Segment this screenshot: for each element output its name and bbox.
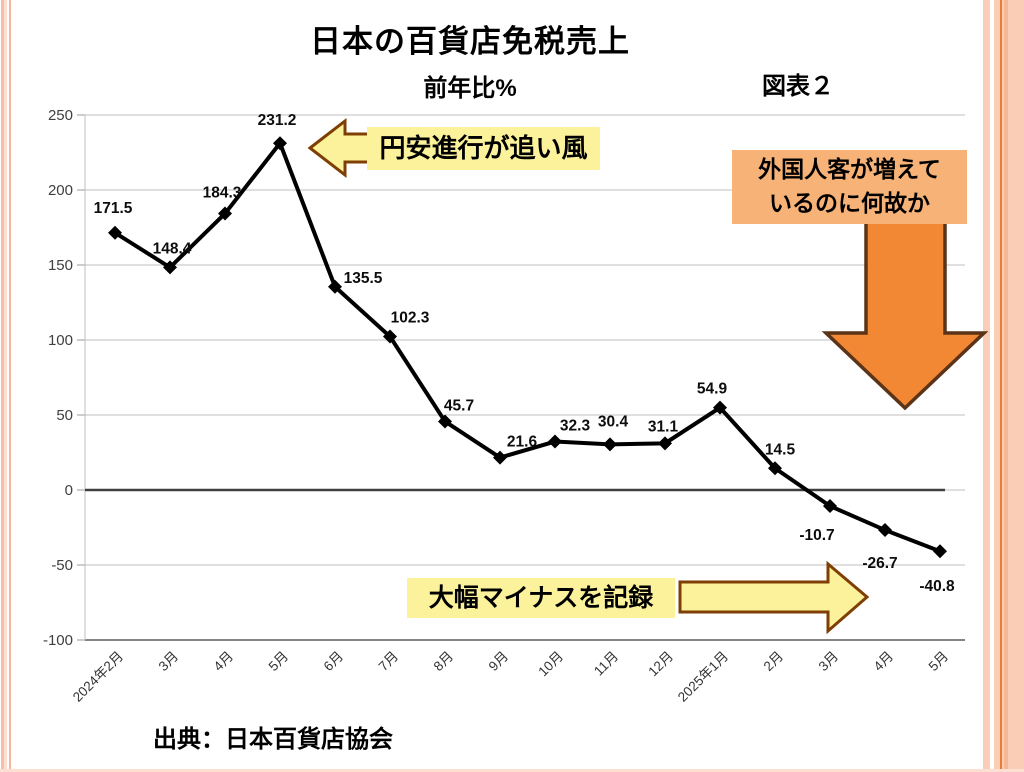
svg-text:6月: 6月 (321, 649, 346, 674)
right-border-decoration (983, 0, 990, 772)
svg-text:171.5: 171.5 (94, 200, 133, 217)
svg-text:-100: -100 (43, 632, 73, 649)
svg-text:-50: -50 (51, 557, 73, 574)
svg-text:3月: 3月 (156, 649, 181, 674)
left-border-decoration (4, 0, 7, 772)
right-border-decoration (1000, 0, 1002, 772)
bottom-border-decoration (0, 769, 1024, 772)
svg-text:135.5: 135.5 (344, 270, 383, 287)
figure-number-label: 図表２ (762, 73, 834, 100)
svg-text:102.3: 102.3 (391, 310, 430, 327)
svg-text:100: 100 (48, 332, 73, 349)
svg-text:21.6: 21.6 (507, 434, 538, 451)
svg-text:250: 250 (48, 107, 73, 124)
svg-text:45.7: 45.7 (444, 397, 474, 414)
svg-text:30.4: 30.4 (598, 413, 629, 430)
callout-big-minus: 大幅マイナスを記録 (407, 578, 675, 618)
source-note: 出典：日本百貨店協会 (153, 726, 393, 753)
svg-text:5月: 5月 (266, 649, 291, 674)
svg-text:184.3: 184.3 (203, 185, 242, 202)
right-border-decoration (994, 0, 1000, 772)
svg-text:14.5: 14.5 (765, 441, 796, 458)
callout-foreign-visitors-line2: いるのに何故か (769, 190, 930, 216)
svg-text:4月: 4月 (211, 649, 236, 674)
svg-text:32.3: 32.3 (560, 418, 591, 435)
y-axis-unit-label: 前年比% (423, 75, 517, 102)
svg-text:0: 0 (65, 482, 73, 499)
svg-text:200: 200 (48, 182, 73, 199)
svg-text:-10.7: -10.7 (799, 527, 834, 544)
svg-text:11月: 11月 (591, 649, 621, 679)
right-border-decoration (1004, 0, 1008, 772)
callout-foreign-visitors-line1: 外国人客が増えて (758, 156, 941, 182)
svg-text:8月: 8月 (431, 649, 456, 674)
svg-text:2024年2月: 2024年2月 (70, 649, 126, 705)
svg-text:2月: 2月 (761, 649, 786, 674)
svg-text:150: 150 (48, 257, 73, 274)
svg-text:5月: 5月 (926, 649, 951, 674)
svg-text:10月: 10月 (535, 649, 566, 680)
svg-text:7月: 7月 (376, 649, 401, 674)
svg-text:12月: 12月 (645, 649, 676, 680)
callout-yen-depreciation: 円安進行が追い風 (367, 127, 600, 170)
svg-text:-26.7: -26.7 (862, 555, 897, 572)
svg-text:231.2: 231.2 (258, 112, 297, 129)
svg-text:4月: 4月 (871, 649, 896, 674)
callout-foreign-visitors: 外国人客が増えて いるのに何故か (732, 150, 967, 224)
svg-text:50: 50 (56, 407, 73, 424)
svg-text:2025年1月: 2025年1月 (675, 649, 731, 705)
svg-text:-40.8: -40.8 (919, 578, 955, 595)
svg-text:31.1: 31.1 (648, 418, 679, 435)
svg-text:148.4: 148.4 (153, 240, 192, 257)
svg-text:9月: 9月 (486, 649, 511, 674)
left-border-decoration (1, 0, 4, 772)
svg-text:54.9: 54.9 (697, 381, 728, 398)
page-title: 日本の百貨店免税売上 (310, 24, 630, 59)
left-border-decoration (9, 0, 11, 772)
svg-text:3月: 3月 (816, 649, 841, 674)
